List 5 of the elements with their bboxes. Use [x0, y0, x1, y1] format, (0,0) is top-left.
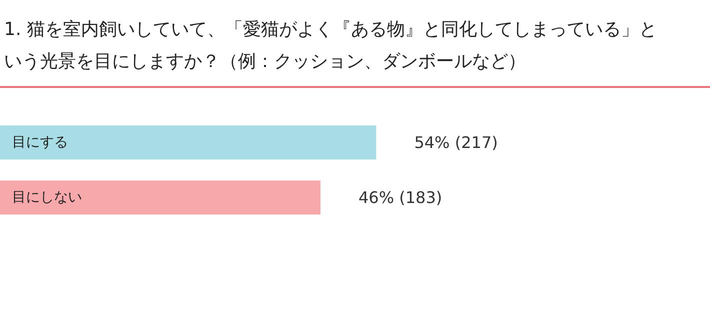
data-label: 54% (217)	[414, 133, 498, 152]
y-tick-label: 目にしない	[12, 190, 82, 206]
y-tick-label: 目にする	[12, 134, 68, 150]
data-label: 46% (183)	[358, 188, 442, 207]
chart-title: 1. 猫を室内飼いしていて、「愛猫がよく『ある物』と同化してしまっている」という光景を目にしますか？（例：クッション、ダンボールなど）	[0, 14, 710, 88]
